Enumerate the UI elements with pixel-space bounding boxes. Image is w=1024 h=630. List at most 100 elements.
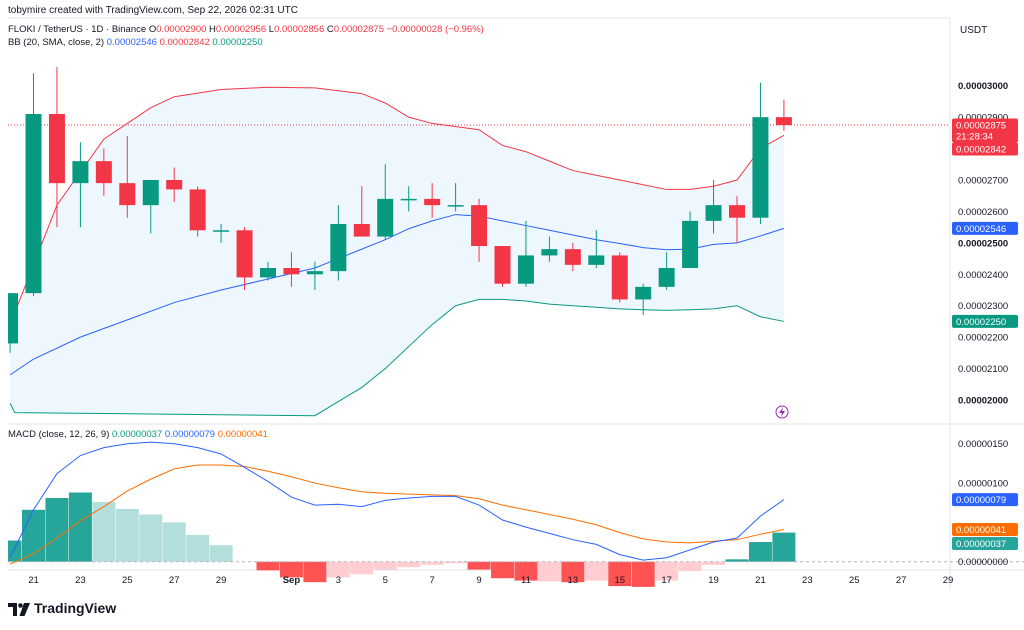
bollinger-band-fill xyxy=(10,87,784,416)
macd-legend: MACD (close, 12, 26, 9) 0.00000037 0.000… xyxy=(8,429,268,440)
candle-body[interactable] xyxy=(424,198,441,206)
macd-histogram-bar xyxy=(162,522,186,562)
candle-body[interactable] xyxy=(471,205,488,246)
low-label: L xyxy=(268,24,275,35)
high-value: 0.00002956 xyxy=(215,24,267,35)
macd-histogram-bar xyxy=(772,532,796,562)
macd-value-tag-bg xyxy=(952,536,1018,550)
macd-histogram-bar xyxy=(514,561,538,581)
macd-histogram-bar xyxy=(303,561,327,583)
candle-body[interactable] xyxy=(705,205,722,221)
date-tick-label: Sep xyxy=(283,575,301,586)
macd-histogram-bar xyxy=(584,561,608,581)
macd-value-tag: 0.00000037 xyxy=(956,539,1006,550)
candle-body[interactable] xyxy=(95,161,112,184)
bb-price-tag-bg xyxy=(952,221,1018,235)
candle-body[interactable] xyxy=(775,117,792,125)
date-tick-label: 25 xyxy=(122,575,133,586)
macd-line-value: 0.00000079 xyxy=(164,429,216,440)
bb-price-tag: 0.00002842 xyxy=(956,145,1006,156)
candle-body[interactable] xyxy=(8,293,19,344)
open-label: O xyxy=(148,24,157,35)
candle-body[interactable] xyxy=(682,220,699,268)
candle-body[interactable] xyxy=(189,189,206,231)
macd-histogram-bar xyxy=(678,561,702,572)
macd-label[interactable]: MACD (close, 12, 26, 9) xyxy=(8,429,110,440)
bollinger-upper-line xyxy=(9,86,785,325)
macd-histogram-bar xyxy=(115,509,139,562)
candle-body[interactable] xyxy=(541,249,558,256)
candle-body[interactable] xyxy=(588,255,605,265)
candle-body[interactable] xyxy=(517,255,534,284)
macd-histogram-bar xyxy=(537,561,561,582)
date-tick-label: 21 xyxy=(28,575,39,586)
date-tick-label: 23 xyxy=(802,575,813,586)
macd-histogram-bar xyxy=(350,561,374,575)
candle-body[interactable] xyxy=(142,180,159,206)
candle-body[interactable] xyxy=(447,205,464,207)
macd-histogram-bar xyxy=(420,561,444,565)
candle-body[interactable] xyxy=(25,114,42,294)
candle-body[interactable] xyxy=(236,230,253,278)
date-tick-label: 23 xyxy=(75,575,86,586)
candle-body[interactable] xyxy=(166,180,183,190)
bollinger-legend: BB (20, SMA, close, 2) 0.00002546 0.0000… xyxy=(8,37,263,48)
candle-body[interactable] xyxy=(752,117,769,218)
candle-body[interactable] xyxy=(306,271,323,275)
candle-body[interactable] xyxy=(400,198,417,201)
date-tick-label: 27 xyxy=(896,575,907,586)
current-price-tag-bg xyxy=(952,118,1018,143)
macd-histogram-bar xyxy=(467,561,491,570)
date-tick-label: 29 xyxy=(216,575,227,586)
bb-basis-value: 0.00002546 xyxy=(106,37,157,48)
date-tick-label: 9 xyxy=(476,575,481,586)
candle-body[interactable] xyxy=(283,268,300,275)
macd-histogram-bar xyxy=(92,501,116,562)
macd-histogram-bar xyxy=(655,561,679,581)
bb-price-tag-bg xyxy=(952,314,1018,328)
candle-body[interactable] xyxy=(611,255,628,300)
bb-price-tag-bg xyxy=(952,142,1018,156)
date-tick-label: 21 xyxy=(755,575,766,586)
macd-histogram-bar xyxy=(8,540,22,562)
macd-hist-value: 0.00000037 xyxy=(112,429,163,440)
date-tick-label: 29 xyxy=(943,575,954,586)
candle-body[interactable] xyxy=(72,161,89,184)
bb-label[interactable]: BB (20, SMA, close, 2) xyxy=(8,37,105,48)
macd-tick-label: 0.00000150 xyxy=(958,439,1008,450)
candle-body[interactable] xyxy=(330,224,347,272)
macd-tick-label: 0.00000000 xyxy=(958,557,1008,568)
candle-body[interactable] xyxy=(213,230,230,232)
macd-histogram-bar xyxy=(702,561,726,565)
macd-histogram-bar xyxy=(561,561,585,583)
macd-tick-label: 0.00000100 xyxy=(958,479,1008,490)
date-tick-label: 27 xyxy=(169,575,180,586)
candle-body[interactable] xyxy=(260,268,276,278)
candle-body[interactable] xyxy=(729,205,745,218)
candle-body[interactable] xyxy=(494,246,511,284)
macd-histogram-bar xyxy=(373,561,397,570)
candle-body[interactable] xyxy=(564,249,581,265)
date-tick-label: 15 xyxy=(614,575,625,586)
open-value: 0.00002900 xyxy=(156,24,207,35)
candle-body[interactable] xyxy=(377,198,394,237)
brand-name: TradingView xyxy=(34,600,117,616)
lightning-icon xyxy=(779,407,785,417)
high-label: H xyxy=(209,24,216,35)
candle-body[interactable] xyxy=(119,183,136,206)
macd-value-tag: 0.00000041 xyxy=(956,525,1006,536)
bb-price-tag: 0.00002546 xyxy=(956,224,1006,235)
macd-histogram-bar xyxy=(186,534,210,562)
candle-body[interactable] xyxy=(48,114,65,184)
macd-histogram-bar xyxy=(256,561,280,571)
macd-histogram-bar xyxy=(748,542,772,562)
candle-body[interactable] xyxy=(635,286,652,300)
price-tick-label: 0.00002900 xyxy=(958,113,1008,124)
macd-histogram-bar xyxy=(725,559,749,562)
macd-signal-value: 0.00000041 xyxy=(217,429,268,440)
bollinger-basis-line xyxy=(9,214,785,376)
candle-body[interactable] xyxy=(353,224,370,237)
symbol-title[interactable]: FLOKI / TetherUS · 1D · Binance xyxy=(8,24,147,35)
candle-body[interactable] xyxy=(658,268,675,287)
